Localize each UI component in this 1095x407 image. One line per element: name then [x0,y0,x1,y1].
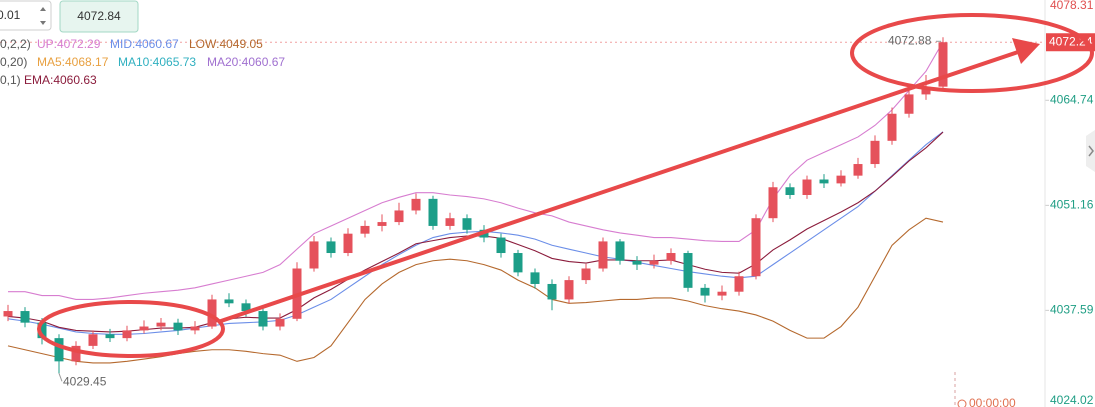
candle-body [37,322,47,339]
legend-entry: 0,20) [0,55,27,69]
y-tick-label: 4051.16 [1050,198,1094,212]
legend-entry: MA20:4060.67 [207,55,285,69]
candle-body [581,268,591,281]
candle-body [173,322,183,331]
candle-body [547,283,557,300]
candle-body [326,241,336,254]
legend-entry: MA10:4065.73 [118,55,196,69]
candle-body [156,322,166,327]
candle-body [836,175,846,184]
legend-entry: 0,1) [0,73,21,87]
y-tick-label: 4037.59 [1050,303,1094,317]
candle-body [751,218,761,277]
candle-body [394,210,404,223]
step-input-value[interactable]: 0.01 [0,8,21,22]
candle-body [530,272,540,284]
candle-body [71,345,81,362]
legend-entry: 0,2,2) [0,37,31,51]
side-panel-arrow[interactable] [1088,145,1094,157]
step-input[interactable] [0,0,52,31]
candle-body [615,241,625,261]
legend-entry: LOW:4049.05 [189,37,263,51]
annotations [37,13,1094,358]
candle-body [88,334,98,346]
highlight-ellipse [850,13,1094,93]
candle-body [870,140,880,165]
candle-body [666,253,676,261]
candle-body [598,241,608,269]
candle-body [139,326,149,331]
price-box-value[interactable]: 4072.84 [77,9,121,23]
candle-body [904,94,914,114]
candle-body [377,222,387,226]
candle-body [802,179,812,195]
candle-body [853,164,863,176]
candle-body [819,179,829,184]
clock-label: 00:00:00 [969,396,1016,407]
low-marker-line [58,373,63,382]
legend-entry: UP:4072.29 [37,37,101,51]
candle-body [887,113,897,141]
candle-body [20,311,30,323]
candle-body [224,299,234,304]
candle-body [717,291,727,296]
candle-body [343,233,353,254]
y-tick-label: 4078.31 [1050,0,1094,12]
arrow-head [1012,38,1040,64]
candle-body [632,260,642,265]
candle-body [513,253,523,273]
candle-body [445,218,455,226]
candle-body [3,311,13,317]
candle-body [105,334,115,339]
candle-body [768,187,778,219]
legend-entry: MID:4060.67 [110,37,179,51]
candle-body [54,338,64,362]
candle-body [275,318,285,327]
y-tick-label: 4024.02 [1050,393,1094,407]
low-marker-label: 4029.45 [63,375,107,389]
y-tick-label: 4064.74 [1050,92,1094,106]
candle-body [938,42,948,87]
candle-body [564,280,574,300]
candle-body [462,218,472,230]
candle-body [700,287,710,296]
overlay-line [8,41,944,300]
candle-body [241,303,251,312]
legend-entry: EMA:4060.63 [24,73,97,87]
candle-body [649,260,659,265]
candle-body [258,311,268,327]
candle-body [496,237,506,254]
price-box[interactable] [59,0,139,33]
candle-body [190,326,200,331]
candle-body [921,86,931,95]
candle-body [360,225,370,234]
candle-body [309,241,319,269]
side-panel-tab[interactable] [1086,130,1095,172]
legend-entry: MA5:4068.17 [37,55,109,69]
candle-body [428,198,438,226]
candle-body [785,187,795,195]
candle-body [207,299,217,327]
candle-body [411,198,421,211]
candle-body [122,330,132,339]
clock-icon [957,399,967,407]
high-marker-label: 4072.88 [888,33,932,47]
trend-arrow [217,50,1019,324]
highlight-ellipse [37,300,225,358]
legend: 0,2,2) UP:4072.29 MID:4060.67 LOW:4049.05 0,… [0,37,285,87]
overlay-line [7,131,944,335]
candle-body [734,276,744,292]
spinner[interactable] [40,7,46,25]
candle-body [683,253,693,288]
